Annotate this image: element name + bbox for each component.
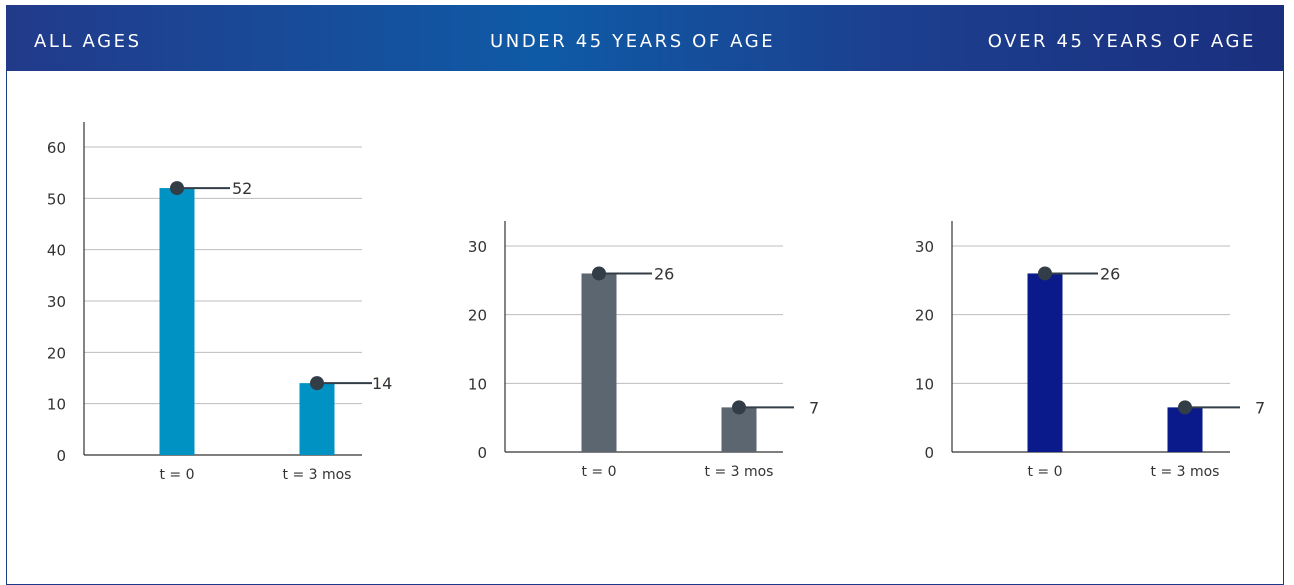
y-tick-label: 0: [56, 447, 66, 465]
y-tick-label: 10: [47, 396, 66, 414]
y-tick-label: 30: [47, 293, 66, 311]
data-label: 14: [372, 374, 392, 393]
x-tick-label: t = 3 mos: [705, 464, 774, 480]
y-tick-label: 20: [47, 344, 66, 362]
header-over-45: OVER 45 YEARS OF AGE: [987, 31, 1256, 52]
data-label: 7: [809, 398, 819, 417]
y-tick-label: 30: [915, 238, 934, 256]
value-marker: [310, 376, 324, 391]
y-tick-label: 20: [468, 307, 487, 325]
data-label: 26: [1100, 264, 1120, 283]
figure-frame: [6, 5, 1284, 585]
x-tick-label: t = 0: [581, 464, 616, 480]
bar: [299, 383, 335, 455]
x-tick-label: t = 0: [1027, 464, 1062, 480]
x-tick-label: t = 0: [159, 467, 194, 483]
value-marker: [170, 181, 184, 196]
y-tick-label: 30: [468, 238, 487, 256]
y-tick-label: 10: [915, 375, 934, 393]
y-tick-label: 10: [468, 375, 487, 393]
bar: [581, 273, 617, 452]
bar: [721, 407, 757, 452]
y-tick-label: 20: [915, 307, 934, 325]
data-label: 52: [232, 179, 252, 198]
y-tick-label: 0: [477, 444, 487, 462]
x-tick-label: t = 3 mos: [1151, 464, 1220, 480]
y-tick-label: 50: [47, 190, 66, 208]
y-tick-label: 60: [47, 139, 66, 157]
value-marker: [1038, 266, 1052, 281]
header-all-ages: ALL AGES: [34, 31, 142, 52]
x-tick-label: t = 3 mos: [283, 467, 352, 483]
y-tick-label: 0: [924, 444, 934, 462]
bar: [1167, 407, 1203, 452]
value-marker: [1178, 400, 1192, 415]
data-label: 7: [1255, 398, 1265, 417]
value-marker: [732, 400, 746, 415]
y-tick-label: 40: [47, 242, 66, 260]
data-label: 26: [654, 264, 674, 283]
value-marker: [592, 266, 606, 281]
bar: [1027, 273, 1063, 452]
header-bar: ALL AGES UNDER 45 YEARS OF AGE OVER 45 Y…: [6, 5, 1284, 71]
bar: [159, 188, 195, 456]
header-under-45: UNDER 45 YEARS OF AGE: [490, 31, 776, 52]
